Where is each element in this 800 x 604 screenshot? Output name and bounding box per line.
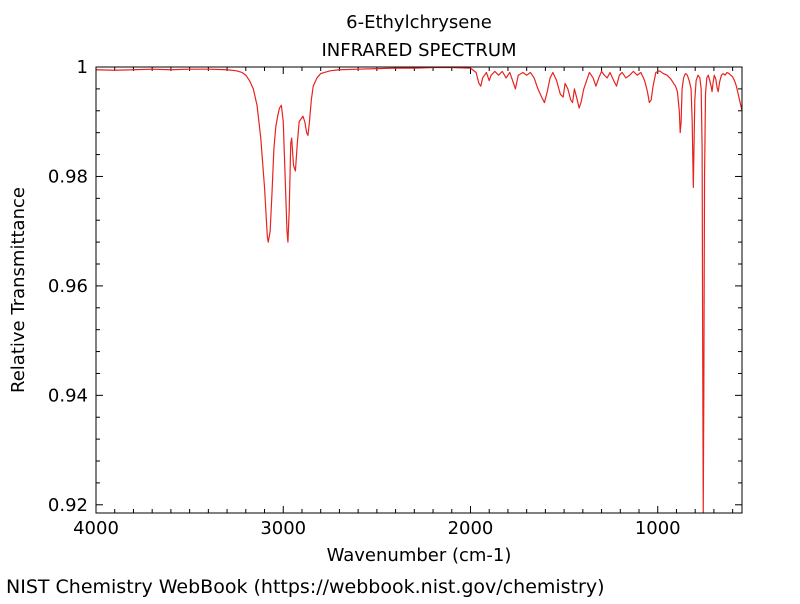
y-tick-label: 0.96 [48, 276, 88, 297]
chart-subtitle: INFRARED SPECTRUM [321, 40, 516, 61]
y-tick-label: 0.98 [48, 166, 88, 187]
y-tick-label: 1 [77, 57, 88, 78]
y-axis-label: Relative Transmittance [8, 187, 29, 393]
x-tick-label: 1000 [635, 518, 681, 539]
chart-title: 6-Ethylchrysene [346, 12, 492, 33]
spectrum-line [95, 66, 743, 514]
x-tick-label: 3000 [260, 518, 306, 539]
y-tick-label: 0.92 [48, 495, 88, 516]
y-tick-label: 0.94 [48, 385, 88, 406]
plot-area [95, 66, 743, 514]
axis-ticks: 4000 3000 2000 1000 0.92 0.94 0.96 0.98 1 [48, 57, 742, 539]
x-tick-label: 2000 [448, 518, 494, 539]
plot-frame [95, 66, 743, 514]
source-credit: NIST Chemistry WebBook (https://webbook.… [6, 576, 605, 598]
x-axis-label: Wavenumber (cm-1) [327, 545, 512, 566]
x-tick-label: 4000 [73, 518, 119, 539]
